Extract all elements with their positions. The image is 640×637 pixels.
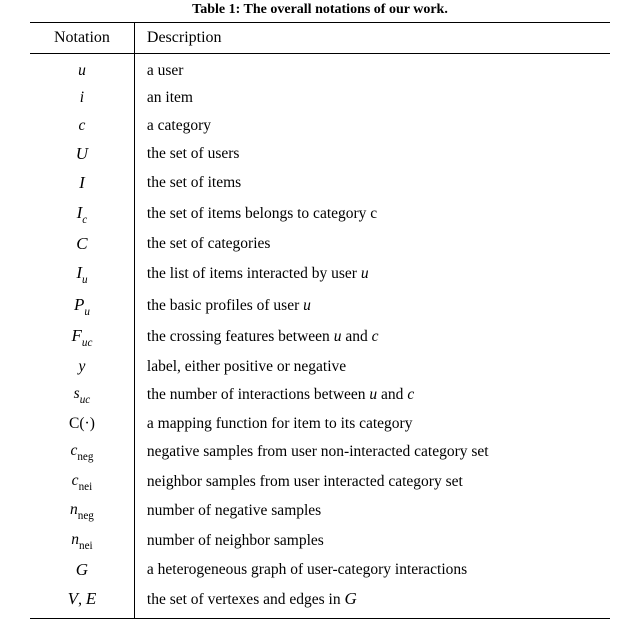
table-row: Uthe set of users <box>30 140 610 169</box>
table-caption: Table 1: The overall notations of our wo… <box>30 2 610 18</box>
table-row: Puthe basic profiles of user u <box>30 291 610 323</box>
table-row: nnegnumber of negative samples <box>30 497 610 527</box>
table-row: ua user <box>30 54 610 86</box>
description-cell: a user <box>134 54 610 86</box>
notation-table: Notation Description ua userian itemca c… <box>30 22 610 619</box>
description-cell: negative samples from user non-interacte… <box>134 438 610 468</box>
table-body: ua userian itemca categoryUthe set of us… <box>30 54 610 619</box>
notation-cell: c <box>30 112 134 139</box>
description-cell: a mapping function for item to its categ… <box>134 411 610 438</box>
notation-cell: i <box>30 85 134 112</box>
notation-cell: Pu <box>30 291 134 323</box>
description-cell: an item <box>134 85 610 112</box>
notation-cell: suc <box>30 381 134 411</box>
notation-cell: cnei <box>30 467 134 497</box>
header-row: Notation Description <box>30 23 610 54</box>
notation-cell: C <box>30 230 134 259</box>
table-row: Icthe set of items belongs to category c <box>30 198 610 230</box>
notation-cell: cneg <box>30 438 134 468</box>
table-row: nneinumber of neighbor samples <box>30 526 610 556</box>
description-cell: label, either positive or negative <box>134 354 610 381</box>
notation-cell: U <box>30 140 134 169</box>
description-cell: the list of items interacted by user u <box>134 259 610 291</box>
description-cell: the set of items <box>134 169 610 198</box>
table-row: Cthe set of categories <box>30 230 610 259</box>
notation-cell: Ic <box>30 198 134 230</box>
table-row: cnegnegative samples from user non-inter… <box>30 438 610 468</box>
description-cell: a category <box>134 112 610 139</box>
table-row: Ithe set of items <box>30 169 610 198</box>
header-notation: Notation <box>30 23 134 54</box>
description-cell: the set of vertexes and edges in G <box>134 585 610 619</box>
table-container: Table 1: The overall notations of our wo… <box>0 0 640 637</box>
table-row: Ga heterogeneous graph of user-category … <box>30 556 610 585</box>
description-cell: a heterogeneous graph of user-category i… <box>134 556 610 585</box>
description-cell: number of negative samples <box>134 497 610 527</box>
notation-cell: I <box>30 169 134 198</box>
description-cell: the set of categories <box>134 230 610 259</box>
notation-cell: u <box>30 54 134 86</box>
description-cell: the set of users <box>134 140 610 169</box>
notation-cell: G <box>30 556 134 585</box>
notation-cell: V, E <box>30 585 134 619</box>
notation-cell: Fuc <box>30 322 134 354</box>
table-row: ylabel, either positive or negative <box>30 354 610 381</box>
table-row: ca category <box>30 112 610 139</box>
notation-cell: y <box>30 354 134 381</box>
table-row: V, Ethe set of vertexes and edges in G <box>30 585 610 619</box>
description-cell: the crossing features between u and c <box>134 322 610 354</box>
notation-cell: Iu <box>30 259 134 291</box>
table-row: sucthe number of interactions between u … <box>30 381 610 411</box>
table-row: Iuthe list of items interacted by user u <box>30 259 610 291</box>
description-cell: number of neighbor samples <box>134 526 610 556</box>
table-row: C(·)a mapping function for item to its c… <box>30 411 610 438</box>
notation-cell: C(·) <box>30 411 134 438</box>
description-cell: neighbor samples from user interacted ca… <box>134 467 610 497</box>
notation-cell: nnei <box>30 526 134 556</box>
table-row: Fucthe crossing features between u and c <box>30 322 610 354</box>
description-cell: the number of interactions between u and… <box>134 381 610 411</box>
description-cell: the basic profiles of user u <box>134 291 610 323</box>
notation-cell: nneg <box>30 497 134 527</box>
table-row: cneineighbor samples from user interacte… <box>30 467 610 497</box>
description-cell: the set of items belongs to category c <box>134 198 610 230</box>
header-description: Description <box>134 23 610 54</box>
table-row: ian item <box>30 85 610 112</box>
